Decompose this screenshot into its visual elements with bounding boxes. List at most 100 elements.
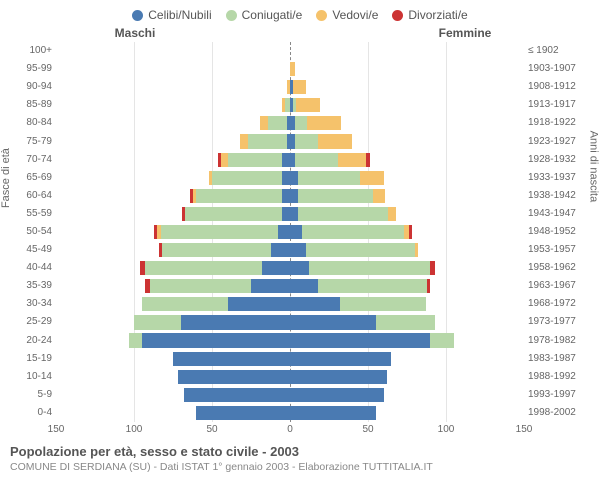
bar-male (56, 406, 290, 420)
bar-female (290, 370, 524, 384)
bar-male (56, 297, 290, 311)
year-label: 1928-1932 (528, 151, 590, 169)
bar-female (290, 62, 524, 76)
year-label: 1923-1927 (528, 132, 590, 150)
age-label: 80-84 (10, 114, 52, 132)
x-tick: 50 (206, 424, 217, 435)
seg-c (290, 207, 298, 221)
bar-male (56, 261, 290, 275)
seg-c (290, 388, 384, 402)
pyramid-row (56, 259, 524, 277)
seg-c (290, 279, 318, 293)
age-label: 40-44 (10, 259, 52, 277)
seg-c (282, 171, 290, 185)
bar-female (290, 352, 524, 366)
legend-label: Celibi/Nubili (148, 8, 211, 22)
seg-c (290, 315, 376, 329)
seg-c (271, 243, 290, 257)
year-label: 1963-1967 (528, 277, 590, 295)
bar-male (56, 370, 290, 384)
seg-m (228, 153, 283, 167)
plot-area (56, 42, 524, 422)
year-label: 1978-1982 (528, 332, 590, 350)
bar-male (56, 171, 290, 185)
seg-m (248, 134, 287, 148)
seg-c (290, 171, 298, 185)
bar-male (56, 44, 290, 58)
legend-dot (132, 10, 143, 21)
bar-female (290, 261, 524, 275)
year-label: 1908-1912 (528, 78, 590, 96)
seg-m (161, 225, 278, 239)
seg-c (290, 297, 340, 311)
seg-w (290, 62, 295, 76)
seg-m (298, 207, 388, 221)
age-label: 60-64 (10, 187, 52, 205)
pyramid-row (56, 332, 524, 350)
age-label: 75-79 (10, 132, 52, 150)
bar-male (56, 243, 290, 257)
chart-subtitle: COMUNE DI SERDIANA (SU) - Dati ISTAT 1° … (10, 461, 590, 473)
seg-c (251, 279, 290, 293)
seg-m (295, 153, 339, 167)
age-label: 50-54 (10, 223, 52, 241)
bar-male (56, 153, 290, 167)
age-label: 20-24 (10, 332, 52, 350)
bar-female (290, 207, 524, 221)
pyramid-row (56, 78, 524, 96)
pyramid-row (56, 205, 524, 223)
seg-m (295, 134, 318, 148)
year-label: 1953-1957 (528, 241, 590, 259)
bar-female (290, 80, 524, 94)
bar-female (290, 279, 524, 293)
bar-female (290, 116, 524, 130)
seg-w (260, 116, 268, 130)
pyramid-row (56, 169, 524, 187)
legend-label: Coniugati/e (242, 8, 303, 22)
year-label: 1943-1947 (528, 205, 590, 223)
seg-c (184, 388, 290, 402)
age-label: 0-4 (10, 404, 52, 422)
seg-m (142, 297, 228, 311)
age-label: 35-39 (10, 277, 52, 295)
seg-w (296, 98, 319, 112)
gender-header: Maschi Femmine (10, 26, 590, 40)
seg-m (309, 261, 431, 275)
seg-m (306, 243, 415, 257)
seg-c (181, 315, 290, 329)
seg-m (150, 279, 251, 293)
seg-m (295, 116, 307, 130)
seg-m (340, 297, 426, 311)
age-label: 15-19 (10, 350, 52, 368)
year-label: ≤ 1902 (528, 42, 590, 60)
pyramid-row (56, 42, 524, 60)
year-axis: ≤ 19021903-19071908-19121913-19171918-19… (524, 42, 590, 422)
year-label: 1993-1997 (528, 386, 590, 404)
legend-label: Divorziati/e (408, 8, 467, 22)
year-label: 1973-1977 (528, 313, 590, 331)
legend-item: Celibi/Nubili (132, 8, 211, 22)
age-axis: 100+95-9990-9485-8980-8475-7970-7465-696… (10, 42, 56, 422)
seg-w (415, 243, 418, 257)
y-axis-label-left: Fasce di età (0, 148, 12, 208)
x-tick: 0 (287, 424, 293, 435)
seg-m (298, 171, 360, 185)
year-label: 1948-1952 (528, 223, 590, 241)
age-label: 95-99 (10, 60, 52, 78)
year-label: 1913-1917 (528, 96, 590, 114)
pyramid-row (56, 241, 524, 259)
year-label: 1988-1992 (528, 368, 590, 386)
chart-title: Popolazione per età, sesso e stato civil… (10, 444, 590, 459)
legend-label: Vedovi/e (332, 8, 378, 22)
bar-female (290, 134, 524, 148)
seg-c (173, 352, 290, 366)
pyramid-row (56, 60, 524, 78)
seg-w (388, 207, 396, 221)
pyramid-row (56, 96, 524, 114)
age-label: 25-29 (10, 313, 52, 331)
bar-female (290, 315, 524, 329)
pyramid-row (56, 295, 524, 313)
seg-c (178, 370, 290, 384)
bar-male (56, 134, 290, 148)
seg-w (240, 134, 248, 148)
